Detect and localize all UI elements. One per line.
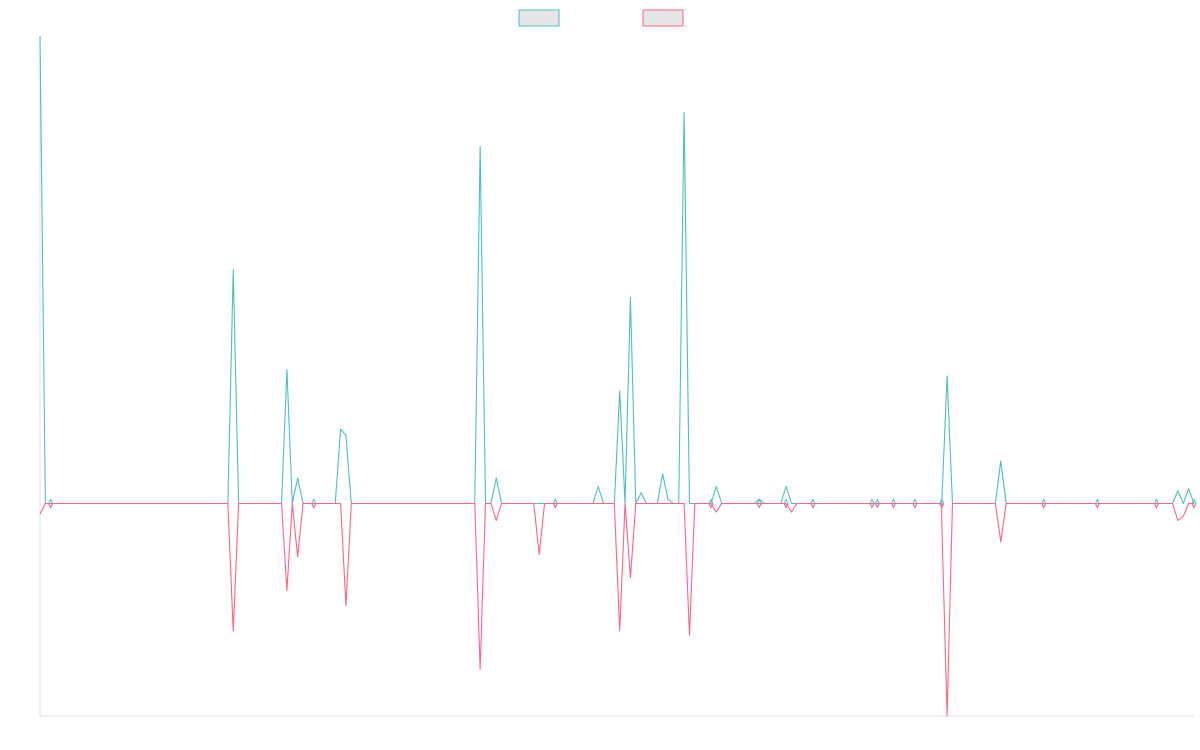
baseline-marker-lower bbox=[912, 503, 918, 509]
series-line-2 bbox=[39, 502, 1194, 717]
series-line-1 bbox=[39, 35, 1195, 505]
baseline-marker-lower bbox=[1153, 503, 1159, 509]
baseline-marker-lower bbox=[1041, 503, 1047, 509]
baseline-marker-lower bbox=[890, 503, 896, 509]
legend[interactable] bbox=[518, 9, 684, 27]
baseline-marker-lower bbox=[756, 503, 762, 509]
series-layer bbox=[39, 35, 1197, 717]
baseline-marker-lower bbox=[783, 503, 789, 509]
baseline-marker-lower bbox=[708, 503, 714, 509]
baseline-marker-lower bbox=[869, 503, 875, 509]
baseline-marker-lower bbox=[1094, 503, 1100, 509]
baseline-marker-lower bbox=[1191, 503, 1197, 509]
baseline-marker-lower bbox=[311, 503, 317, 509]
baseline-marker-lower bbox=[48, 503, 54, 509]
axes bbox=[39, 36, 1194, 717]
baseline-marker-lower bbox=[874, 503, 880, 509]
baseline-marker-lower bbox=[939, 503, 945, 509]
baseline-marker-lower bbox=[552, 503, 558, 509]
baseline-marker-lower bbox=[810, 503, 816, 509]
legend-swatch-1[interactable] bbox=[518, 9, 560, 27]
legend-swatch-2[interactable] bbox=[642, 9, 684, 27]
